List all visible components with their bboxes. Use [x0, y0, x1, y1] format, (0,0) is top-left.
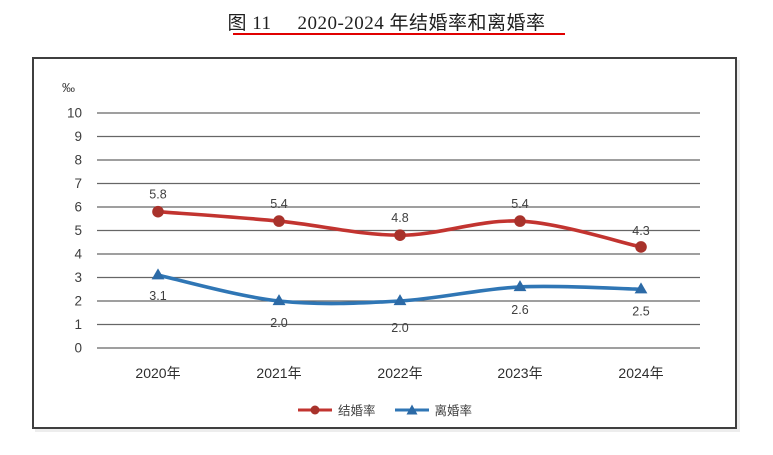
legend-label-marriage-rate: 结婚率 — [337, 404, 376, 418]
divorce-rate-data-label: 2.5 — [632, 304, 649, 318]
divorce-rate-data-label: 2.0 — [391, 321, 408, 335]
figure-number: 图 11 — [227, 13, 272, 34]
y-tick-label: 6 — [74, 200, 82, 215]
marriage-rate-point-marker — [635, 241, 647, 253]
y-tick-label: 0 — [74, 341, 82, 356]
figure-title-text: 2020-2024 年结婚率和离婚率 — [297, 13, 546, 34]
divorce-rate-data-label: 3.1 — [149, 289, 166, 303]
y-tick-label: 9 — [74, 129, 82, 144]
y-tick-label: 7 — [74, 176, 82, 191]
title-underline — [233, 33, 565, 35]
legend-item-divorce-rate: 离婚率 — [394, 400, 473, 419]
marriage-rate-point-marker — [152, 205, 164, 218]
marriage-rate-point-marker — [514, 215, 526, 227]
legend-label-divorce-rate: 离婚率 — [434, 404, 473, 418]
chart-area: ‰ 10 9 8 7 6 5 4 3 2 1 0 2020年 2021年 2022年 2023年 2024年 5.… — [32, 57, 737, 429]
divorce-rate-point-marker — [513, 280, 527, 292]
y-tick-label: 10 — [67, 106, 82, 121]
x-tick-label: 2020年 — [135, 365, 180, 381]
divorce-rate-legend-icon — [394, 404, 429, 414]
marriage-rate-point-marker — [394, 229, 406, 241]
y-tick-label: 8 — [74, 153, 82, 168]
marriage-rate-point-marker — [273, 215, 285, 227]
marriage-rate-legend-icon — [297, 405, 332, 414]
x-tick-label: 2023年 — [497, 365, 542, 381]
marriage-rate-data-label: 4.3 — [632, 224, 649, 238]
marriage-rate-data-label: 5.4 — [511, 197, 528, 211]
y-tick-label: 5 — [74, 223, 82, 238]
legend-item-marriage-rate: 结婚率 — [297, 400, 376, 419]
marriage-rate-data-label: 5.8 — [149, 188, 166, 202]
chart-title: 图 11 2020-2024 年结婚率和离婚率 — [0, 8, 773, 35]
marriage-rate-data-label: 4.8 — [391, 211, 408, 225]
y-tick-label: 3 — [74, 270, 82, 285]
y-tick-label: 1 — [74, 317, 82, 332]
y-tick-label: 2 — [74, 294, 82, 309]
y-tick-label: 4 — [74, 247, 82, 262]
divorce-rate-data-label: 2.0 — [270, 316, 287, 330]
marriage-rate-data-label: 5.4 — [270, 197, 287, 211]
divorce-rate-data-label: 2.6 — [511, 303, 528, 317]
legend: 结婚率 离婚率 — [34, 400, 735, 419]
y-axis-unit-label: ‰ — [62, 80, 75, 95]
divorce-rate-point-marker — [634, 282, 648, 294]
x-tick-label: 2021年 — [256, 365, 301, 381]
x-tick-label: 2024年 — [618, 365, 663, 381]
divorce-rate-point-marker — [151, 268, 165, 280]
x-tick-label: 2022年 — [377, 365, 422, 381]
divorce-rate-point-marker — [393, 294, 407, 306]
divorce-rate-point-marker — [272, 294, 286, 306]
